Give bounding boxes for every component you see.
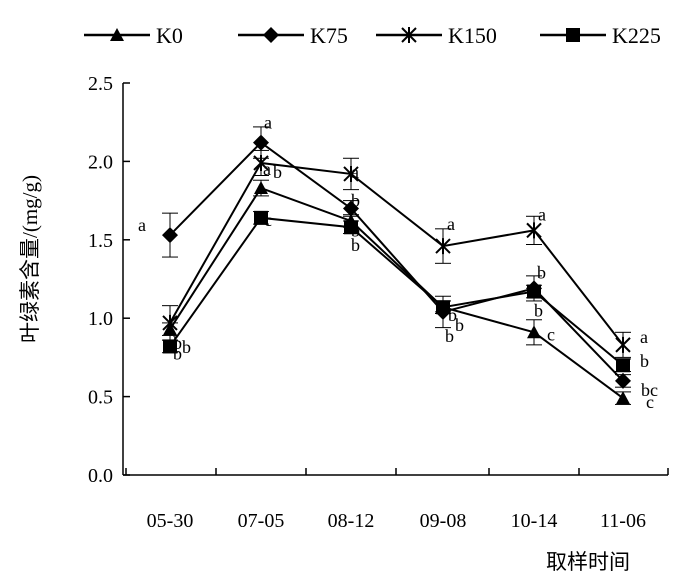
data-point (615, 372, 631, 389)
x-tick-label: 09-08 (420, 510, 467, 532)
legend-label: K75 (310, 23, 348, 48)
data-point (616, 391, 630, 405)
significance-letter: c (264, 210, 272, 230)
data-point (615, 336, 631, 353)
significance-letter: a (138, 215, 146, 235)
y-tick-label: 1.5 (88, 230, 113, 252)
legend-item-k75: K75 (238, 23, 348, 48)
x-tick-label: 10-14 (511, 510, 558, 532)
legend-marker (401, 27, 417, 43)
significance-letter: a (538, 204, 546, 224)
series-line (169, 216, 624, 367)
data-point (254, 210, 268, 225)
data-point (527, 325, 541, 339)
legend-label: K225 (612, 23, 661, 48)
significance-letter: c (646, 392, 654, 412)
significance-letter: b (351, 235, 360, 255)
legend-label: K0 (156, 23, 183, 48)
significance-letter: b (182, 337, 191, 357)
y-ticks: 0.0 0.5 1.0 1.5 2.0 2.5 (88, 73, 130, 487)
significance-letter: b (448, 305, 457, 325)
legend: K0 K75 K150 K225 (84, 23, 661, 48)
series-k150: ba aa aa (162, 149, 648, 358)
x-ticks: 05-30 07-05 08-12 09-08 10-14 11-06 (125, 468, 669, 532)
legend-item-k150: K150 (376, 23, 497, 48)
data-point (163, 339, 177, 354)
significance-letter: a (264, 113, 272, 133)
significance-letter: b (173, 333, 182, 353)
data-point (343, 200, 359, 217)
x-tick-label: 08-12 (328, 510, 375, 532)
significance-letter: b (640, 351, 649, 371)
y-tick-label: 2.0 (88, 151, 113, 173)
significance-letter: a (447, 214, 455, 234)
significance-letter: b (351, 190, 360, 210)
legend-label: K150 (448, 23, 497, 48)
significance-letter: c (547, 324, 555, 344)
data-point (162, 227, 178, 244)
significance-letter: b (534, 300, 543, 320)
data-point (343, 165, 359, 182)
significance-letter: b (173, 343, 182, 363)
legend-item-k0: K0 (84, 23, 183, 48)
y-tick-label: 1.0 (88, 308, 113, 330)
data-point (527, 284, 541, 299)
data-point (254, 181, 268, 195)
significance-letter: b (537, 263, 546, 283)
y-axis-title: 叶绿素含量/(mg/g) (18, 175, 42, 343)
significance-letter: a (640, 327, 648, 347)
data-point (526, 222, 542, 239)
data-point (253, 134, 269, 151)
data-point (344, 220, 358, 235)
y-tick-label: 0.5 (88, 387, 113, 409)
legend-marker (263, 27, 279, 43)
data-point (436, 300, 450, 315)
data-point (616, 358, 630, 373)
legend-marker (110, 28, 124, 41)
significance-letter: b (351, 220, 360, 240)
significance-letter: a (263, 159, 271, 179)
legend-marker (566, 28, 580, 42)
x-tick-label: 05-30 (147, 510, 194, 532)
x-tick-label: 11-06 (600, 510, 646, 532)
x-tick-label: 07-05 (238, 510, 285, 532)
significance-letter: b (273, 162, 282, 182)
y-tick-label: 0.0 (88, 465, 113, 487)
series-line (169, 141, 624, 382)
data-point (435, 238, 451, 255)
series-line (169, 186, 624, 399)
legend-item-k225: K225 (540, 23, 661, 48)
significance-letter: bc (641, 380, 658, 400)
data-point (162, 314, 178, 331)
y-tick-label: 2.5 (88, 73, 113, 95)
x-axis-title: 取样时间 (546, 550, 630, 574)
significance-letter: b (455, 315, 464, 335)
series-line (169, 161, 624, 346)
significance-letter: a (351, 162, 359, 182)
significance-letter: b (445, 326, 454, 346)
data-point (253, 154, 269, 171)
axes (122, 83, 668, 476)
